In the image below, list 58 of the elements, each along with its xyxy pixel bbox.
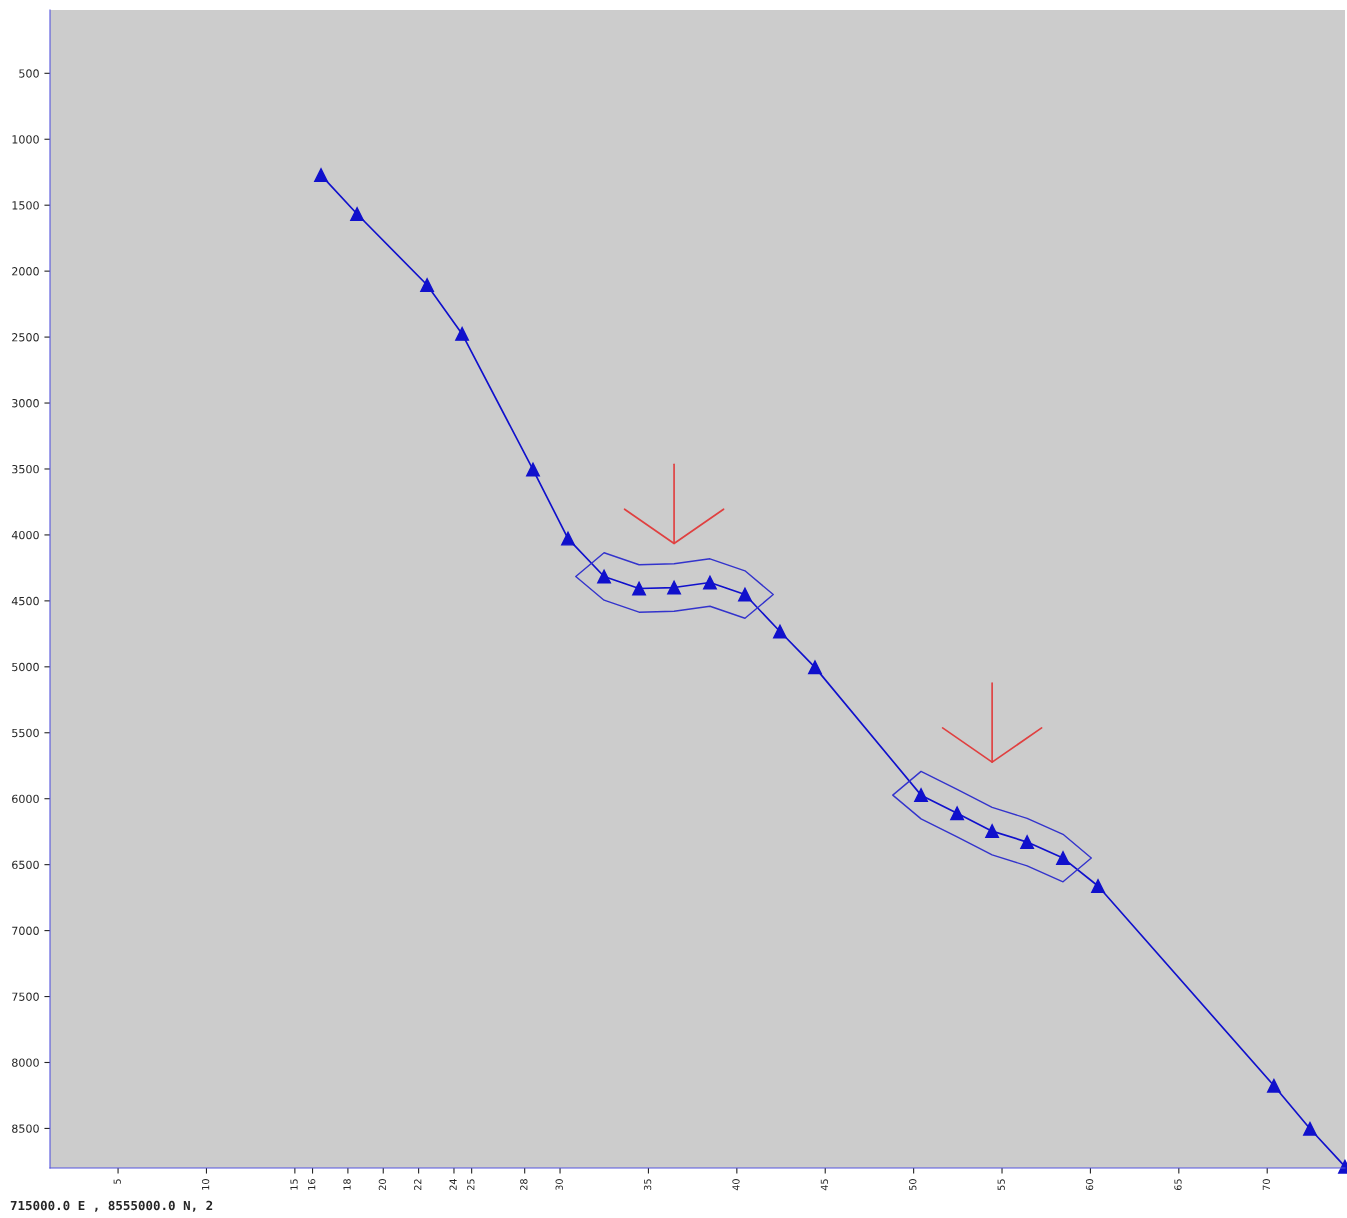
y-tick-label: 500 [19, 69, 39, 78]
y-tick-label: 6000 [12, 794, 39, 804]
point [561, 531, 575, 546]
y-tick-label: 1500 [12, 201, 39, 210]
x-tick-label: 60 [1085, 1179, 1094, 1191]
point [455, 326, 470, 341]
y-tick-label: 4500 [11, 596, 39, 606]
x-tick-label: 20 [378, 1179, 387, 1191]
y-tick-label: 8000 [12, 1058, 39, 1067]
point [703, 575, 717, 590]
x-tick-label: 65 [1174, 1179, 1182, 1191]
x-tick-label: 22 [414, 1179, 422, 1191]
text: 715000.0 E , 8555000.0 N, 2 [10, 1200, 213, 1212]
y-tick-label: 7000 [12, 926, 39, 935]
point [1266, 1078, 1281, 1093]
point [738, 587, 752, 602]
point [597, 569, 612, 584]
x-tick-label: 24 [449, 1178, 457, 1191]
x-tick-label: 45 [820, 1179, 829, 1191]
point [632, 581, 647, 596]
x-tick-label: 30 [555, 1179, 563, 1191]
point [350, 207, 365, 221]
point [1020, 835, 1035, 850]
y-tick-label: 3500 [12, 464, 39, 474]
y-tick-label: 6500 [12, 860, 39, 870]
point [1303, 1121, 1317, 1136]
y-tick-label: 7500 [12, 992, 39, 1001]
y-tick-label: 1000 [12, 135, 39, 144]
y-tick-label: 8500 [12, 1124, 39, 1133]
y-tick-label: 2000 [12, 267, 39, 276]
y-tick-label: 2500 [12, 333, 39, 342]
point [1091, 879, 1105, 893]
point [773, 624, 787, 639]
y-tick-label: 3000 [12, 399, 39, 408]
x-tick-label: 18 [343, 1179, 351, 1190]
y-tick-label: 4000 [11, 530, 39, 540]
point [950, 806, 965, 821]
x-tick-label: 55 [997, 1179, 1005, 1191]
x-tick-label: 40 [732, 1179, 740, 1191]
x-tick-label: 50 [909, 1179, 917, 1191]
y-tick-label: 5500 [12, 728, 39, 738]
x-tick-label: 5 [113, 1179, 121, 1184]
point [526, 462, 540, 477]
point [914, 788, 928, 803]
point [985, 824, 1000, 839]
point [667, 580, 682, 595]
point [420, 278, 435, 292]
point [1056, 851, 1070, 866]
x-tick-label: 70 [1262, 1179, 1271, 1190]
x-tick-label: 10 [201, 1179, 210, 1190]
point [808, 660, 822, 675]
x-tick-label: 16 [308, 1179, 316, 1190]
x-tick-label: 25 [467, 1179, 475, 1191]
x-tick-label: 15 [290, 1179, 298, 1190]
x-tick-label: 28 [520, 1179, 528, 1191]
x-tick-label: 35 [643, 1179, 652, 1191]
point [314, 168, 328, 183]
y-tick-label: 5000 [12, 662, 39, 672]
